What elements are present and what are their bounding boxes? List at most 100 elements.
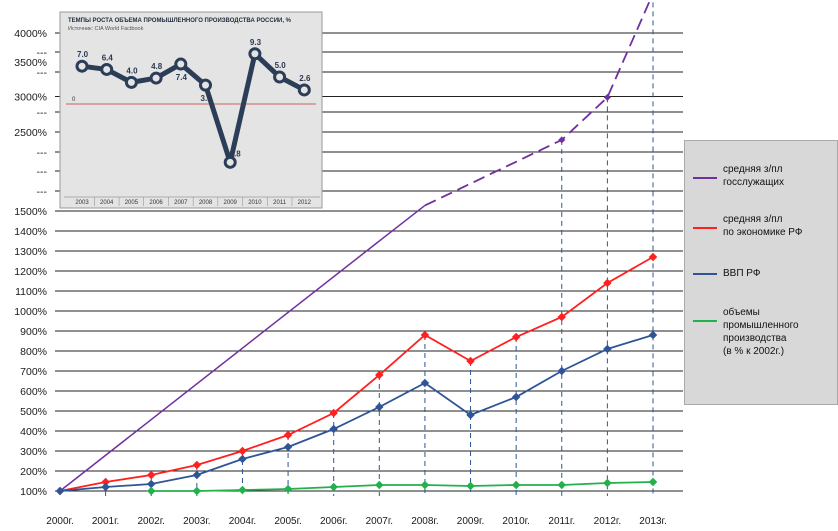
inset-point: [174, 57, 188, 71]
inset-value-label: 4.0: [126, 66, 138, 75]
series-point-salary-economy: [648, 252, 658, 262]
inset-title: ТЕМПЫ РОСТА ОБЪЕМА ПРОМЫШЛЕННОГО ПРОИЗВО…: [68, 18, 292, 24]
inset-source: Источник: CIA World Factbook: [68, 26, 144, 32]
x-tick-label: 2012г.: [594, 516, 621, 527]
inset-value-label: 2.6: [299, 74, 311, 83]
series-point-salary-economy: [466, 356, 475, 366]
inset-year-label: 2006: [149, 200, 163, 206]
x-tick-label: 2002г.: [138, 516, 165, 527]
series-line-civil-servants: [378, 204, 426, 242]
inset-point: [100, 62, 114, 76]
inset-value-label: 6.4: [102, 53, 114, 62]
series-point-industrial: [557, 480, 567, 490]
series-point-gdp: [192, 470, 202, 480]
series-point-salary-economy: [192, 460, 202, 470]
legend-swatch-blue: [693, 273, 717, 275]
series-point-gdp: [55, 486, 65, 496]
inset-year-label: 2004: [100, 200, 114, 206]
series-point-industrial: [146, 486, 156, 496]
inset-value-label: 7.0: [77, 50, 89, 59]
series-point-gdp: [648, 330, 658, 340]
legend-swatch-red: [693, 227, 717, 229]
inset-point: [149, 71, 163, 85]
inset-year-label: 2009: [224, 200, 238, 206]
legend-label: ВВП РФ: [723, 268, 761, 279]
series-point-salary-economy: [375, 370, 384, 380]
inset-year-label: 2008: [199, 200, 213, 206]
inset-line: [81, 51, 306, 165]
series-point-industrial: [511, 480, 521, 490]
series-point-industrial: [648, 477, 658, 487]
series-point-industrial: [375, 480, 384, 490]
series-line-salary-economy: [59, 256, 654, 492]
series-point-salary-economy: [603, 278, 612, 288]
series-point-civil-servants: [603, 93, 611, 101]
x-tick-label: 2005г.: [274, 516, 301, 527]
inset-year-label: 2005: [125, 200, 139, 206]
inset-year-label: 2003: [75, 200, 89, 206]
inset-value-label: 5.0: [275, 61, 287, 70]
legend-label: объемы промышленного производства (в % к…: [723, 307, 799, 357]
inset-value-label: 3.5: [201, 94, 213, 103]
x-tick-label: 2006г.: [320, 516, 347, 527]
series-point-gdp: [329, 424, 338, 434]
series-point-gdp: [283, 442, 293, 452]
y-tick-label: 2500%: [14, 127, 47, 139]
inset-point: [124, 75, 138, 89]
y-tick-label: 100%: [20, 486, 47, 498]
series-point-industrial: [466, 481, 475, 491]
inset-point: [199, 78, 212, 92]
legend-label: средняя з/пл по экономике РФ: [723, 214, 803, 238]
y-tick-label: 600%: [20, 386, 47, 398]
y-tick-label: 1400%: [14, 226, 47, 238]
x-tick-label: 2000г.: [46, 516, 73, 527]
inset-point: [297, 83, 311, 97]
series-point-industrial: [238, 485, 247, 495]
series-point-industrial: [283, 484, 293, 494]
y-break-dash: ---: [37, 107, 48, 119]
series-point-gdp: [238, 454, 247, 464]
x-tick-label: 2004г.: [229, 516, 256, 527]
x-tick-label: 2013г.: [639, 516, 666, 527]
y-tick-label: 3000%: [14, 92, 47, 104]
x-axis-labels: 2000г. 2001г. 2002г. 2003г. 2004г. 2005г. 2006…: [46, 516, 666, 527]
y-tick-label: 1500%: [14, 206, 47, 218]
inset-chart: ТЕМПЫ РОСТА ОБЪЕМА ПРОМЫШЛЕННОГО ПРОИЗВО…: [59, 11, 323, 209]
series-point-salary-economy: [329, 408, 338, 418]
y-tick-label: 1100%: [15, 286, 47, 298]
inset-zero-label: 0: [72, 97, 76, 103]
inset-point: [273, 70, 287, 84]
y-break-dash: ---: [37, 47, 48, 59]
y-tick-label: 300%: [20, 446, 47, 458]
series-point-industrial: [420, 480, 430, 490]
y-tick-label: 400%: [20, 426, 47, 438]
series-point-salary-economy: [238, 446, 247, 456]
series-point-gdp: [511, 392, 521, 402]
y-break-dash: ---: [37, 186, 48, 198]
series-lines: [55, 0, 658, 496]
legend-swatch-purple: [693, 177, 717, 179]
x-tick-label: 2011г.: [548, 516, 575, 527]
series-point-gdp: [603, 344, 612, 354]
series-line-civil-servants-dashed: [424, 0, 652, 207]
y-tick-label: 4000%: [14, 28, 47, 40]
series-line-gdp: [59, 334, 654, 492]
series-point-salary-economy: [146, 470, 156, 480]
y-tick-label: 800%: [20, 346, 47, 358]
inset-value-label: 9.3: [250, 38, 262, 47]
series-point-gdp: [466, 410, 475, 420]
y-tick-label: 1300%: [14, 246, 47, 258]
y-tick-label: 1200%: [14, 266, 47, 278]
inset-value-label: 10.8: [225, 149, 241, 158]
series-point-gdp: [146, 479, 156, 489]
x-tick-label: 2003г.: [183, 516, 210, 527]
inset-year-label: 2011: [273, 200, 287, 206]
series-point-industrial: [329, 482, 338, 492]
series-point-gdp: [557, 366, 567, 376]
y-tick-label: 700%: [20, 366, 47, 378]
series-point-industrial: [192, 486, 202, 496]
y-break-dash: ---: [37, 67, 48, 79]
legend-label: средняя з/пл госслужащих: [723, 164, 785, 188]
series-point-civil-servants: [558, 136, 566, 144]
